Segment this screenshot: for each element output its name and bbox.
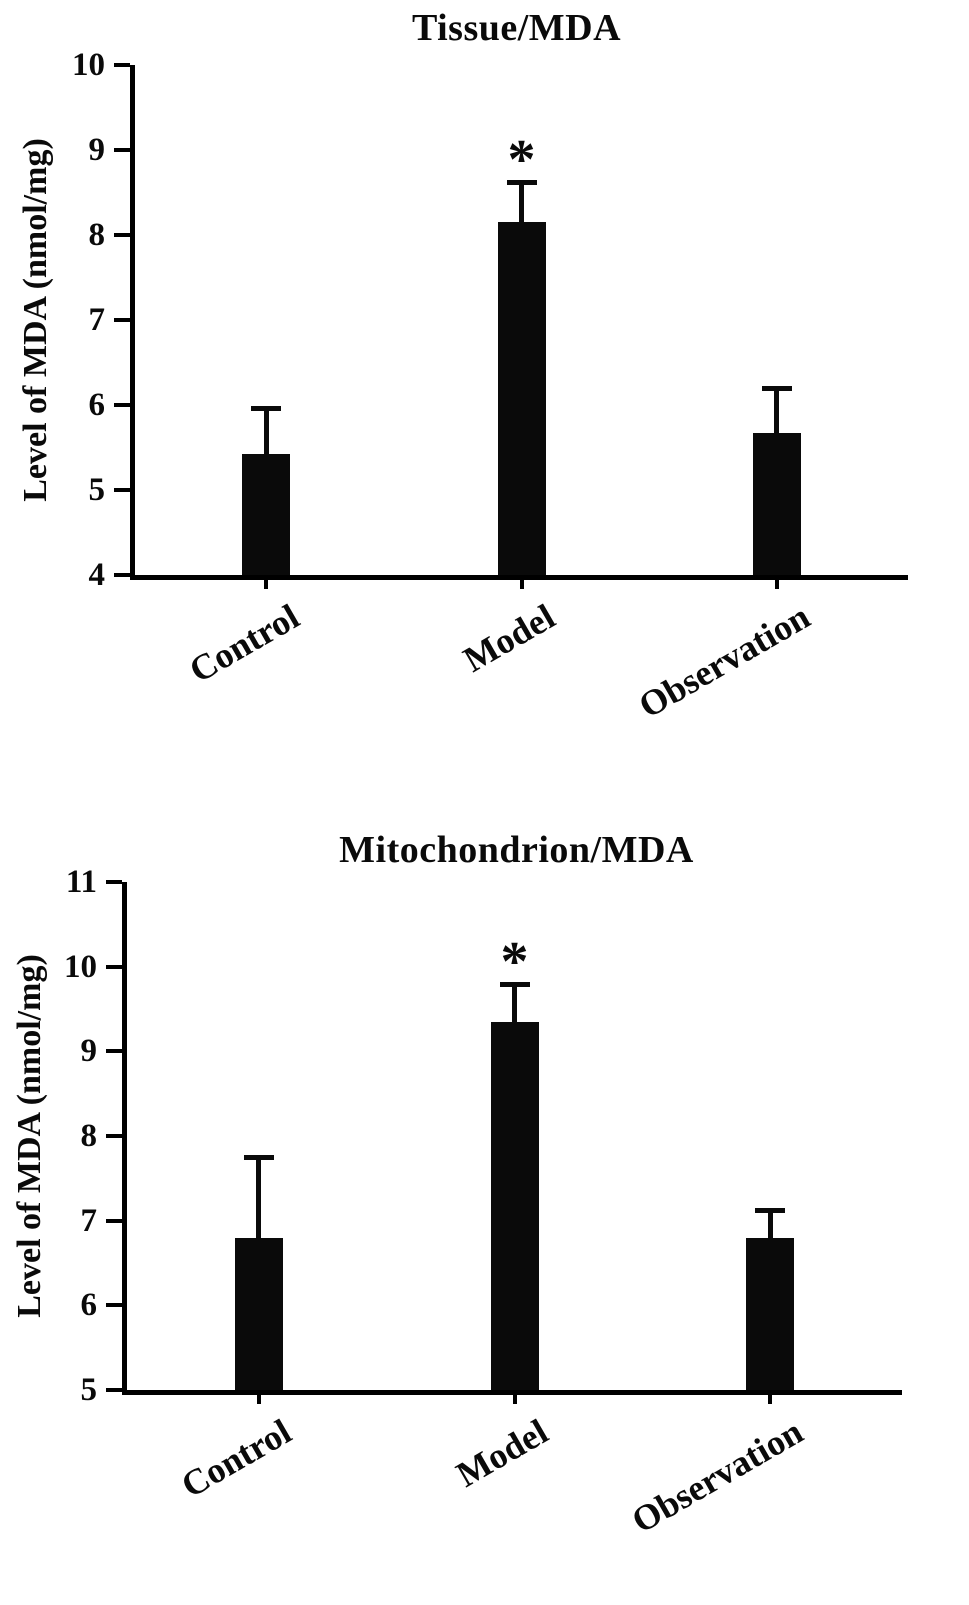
chart-mitochondrion-mda: Mitochondrion/MDA Level of MDA (nmol/mg)… [0, 810, 969, 1605]
x-tick-label-observation: Observation [631, 596, 817, 726]
x-tick-label-control: Control [174, 1411, 299, 1506]
y-tick-label: 9 [80, 1033, 98, 1070]
x-tick [512, 1395, 517, 1404]
x-tick-label-control: Control [182, 596, 306, 691]
error-bar-line [263, 405, 269, 458]
bar-observation [752, 433, 801, 575]
x-tick-label-model: Model [456, 596, 561, 680]
plot-area: 5 6 7 8 9 10 11 Control * Model Observation [64, 864, 902, 1541]
y-tick-label: 10 [72, 47, 105, 83]
bar-control [234, 1237, 283, 1390]
error-bar-cap [499, 981, 530, 987]
y-tick-label: 6 [80, 1287, 98, 1324]
x-tick-label-model: Model [449, 1411, 554, 1495]
x-tick-label-observation: Observation [625, 1411, 810, 1541]
error-bar-cap [243, 1155, 274, 1161]
error-bar-line [512, 981, 517, 1025]
y-tick-label: 11 [65, 864, 97, 900]
bar-observation [746, 1237, 795, 1390]
x-tick [774, 580, 779, 589]
y-tick [114, 488, 130, 492]
x-tick [519, 580, 524, 589]
y-tick [114, 403, 130, 407]
chart-title: Tissue/MDA [411, 7, 622, 49]
bar-model [490, 1021, 539, 1390]
y-tick-label: 7 [88, 302, 106, 338]
significance-asterisk: * [507, 128, 536, 191]
plot-area: 4 5 6 7 8 9 10 Control * Model Observation [72, 47, 908, 726]
y-tick [114, 63, 130, 67]
y-tick [114, 148, 130, 152]
y-tick [106, 1388, 122, 1392]
y-tick [106, 880, 122, 884]
y-tick-label: 8 [80, 1118, 98, 1154]
x-tick [256, 1395, 261, 1404]
y-tick [114, 318, 130, 322]
y-tick-label: 10 [64, 948, 97, 985]
x-tick [768, 1395, 773, 1404]
y-tick-label: 4 [88, 557, 106, 593]
y-tick-label: 8 [88, 217, 106, 253]
error-bar-line [767, 1207, 773, 1241]
error-bar-cap [506, 179, 537, 185]
error-bar-line [774, 386, 780, 437]
y-tick-label: 9 [88, 132, 106, 168]
y-tick-label: 5 [88, 472, 106, 508]
y-tick [114, 233, 130, 237]
x-tick [264, 580, 269, 589]
y-tick-label: 7 [80, 1202, 98, 1239]
chart-title: Mitochondrion/MDA [339, 829, 694, 871]
bar-control [242, 454, 291, 575]
y-tick [106, 1218, 122, 1223]
y-tick-label: 6 [88, 387, 106, 423]
error-bar-line [256, 1155, 262, 1241]
y-tick [106, 1134, 122, 1138]
error-bar-cap [761, 386, 792, 392]
error-bar-line [519, 179, 524, 226]
y-tick-label: 5 [80, 1372, 98, 1408]
error-bar-cap [755, 1207, 786, 1213]
y-tick [106, 964, 122, 969]
y-tick [106, 1303, 122, 1308]
error-bar-cap [251, 405, 282, 411]
bar-model [497, 222, 546, 575]
y-tick [114, 573, 130, 577]
significance-asterisk: * [500, 930, 529, 993]
y-tick [106, 1049, 122, 1054]
